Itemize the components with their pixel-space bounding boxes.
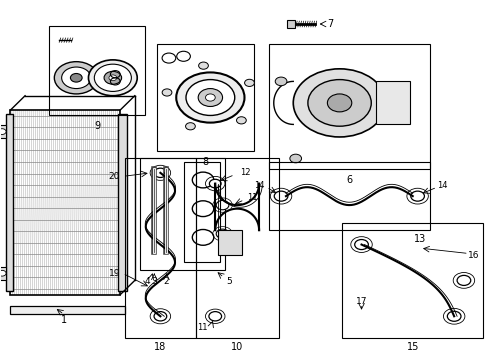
Text: 10: 10 [231,342,243,352]
Bar [268,44,429,169]
Circle shape [293,69,385,137]
Circle shape [154,312,166,321]
Bar [157,44,254,151]
Circle shape [176,72,244,123]
Circle shape [185,123,195,130]
Text: 13: 13 [413,234,426,244]
Circle shape [410,191,424,201]
Circle shape [456,275,470,285]
Bar [183,162,220,262]
Circle shape [236,117,246,124]
Bar [10,306,125,315]
Circle shape [287,22,294,27]
Bar [217,230,242,255]
Text: 18: 18 [154,342,166,352]
Circle shape [154,168,166,177]
Text: 9: 9 [94,121,100,131]
Text: 17: 17 [355,297,366,306]
Text: 4: 4 [144,276,149,285]
Circle shape [198,89,222,107]
Bar [49,26,144,116]
Circle shape [275,77,286,86]
Circle shape [274,191,287,201]
Text: 6: 6 [346,175,352,185]
Text: 11: 11 [246,193,257,202]
Circle shape [209,179,221,188]
Bar [287,20,295,28]
Circle shape [205,94,215,101]
Circle shape [381,86,399,99]
Circle shape [216,229,228,238]
Text: 1: 1 [61,315,67,325]
Text: 15: 15 [406,342,418,352]
Circle shape [109,75,117,81]
Bar [125,158,195,338]
Circle shape [104,71,122,84]
Bar [140,158,224,270]
Text: 12: 12 [239,168,250,177]
Bar [118,114,127,291]
Bar [0,267,6,280]
Text: 11: 11 [197,323,207,332]
Circle shape [94,64,131,91]
Text: 14: 14 [253,181,264,190]
Circle shape [307,80,370,126]
Text: 19: 19 [108,269,120,278]
Text: 2: 2 [163,276,169,285]
Text: 14: 14 [436,181,447,190]
Circle shape [198,62,208,69]
Circle shape [88,60,137,96]
Text: 7: 7 [326,19,332,29]
Circle shape [354,239,367,249]
Bar [268,162,429,230]
Text: 16: 16 [467,251,478,260]
Text: 20: 20 [108,172,120,181]
Circle shape [0,129,6,134]
Bar [375,81,409,125]
Circle shape [70,73,82,82]
Circle shape [216,201,228,210]
Circle shape [381,109,399,122]
Circle shape [327,94,351,112]
Bar [5,114,13,291]
Text: 3: 3 [151,276,157,285]
Circle shape [0,270,6,276]
Bar [195,158,278,338]
Circle shape [54,62,98,94]
Circle shape [162,89,172,96]
Bar [341,223,483,338]
Circle shape [447,311,460,321]
Text: 8: 8 [202,157,208,167]
Circle shape [61,67,91,89]
Text: 5: 5 [225,276,231,285]
Circle shape [289,154,301,163]
Circle shape [185,80,234,116]
Bar [10,110,120,295]
Circle shape [244,79,254,86]
Circle shape [208,312,221,321]
Bar [0,125,6,138]
